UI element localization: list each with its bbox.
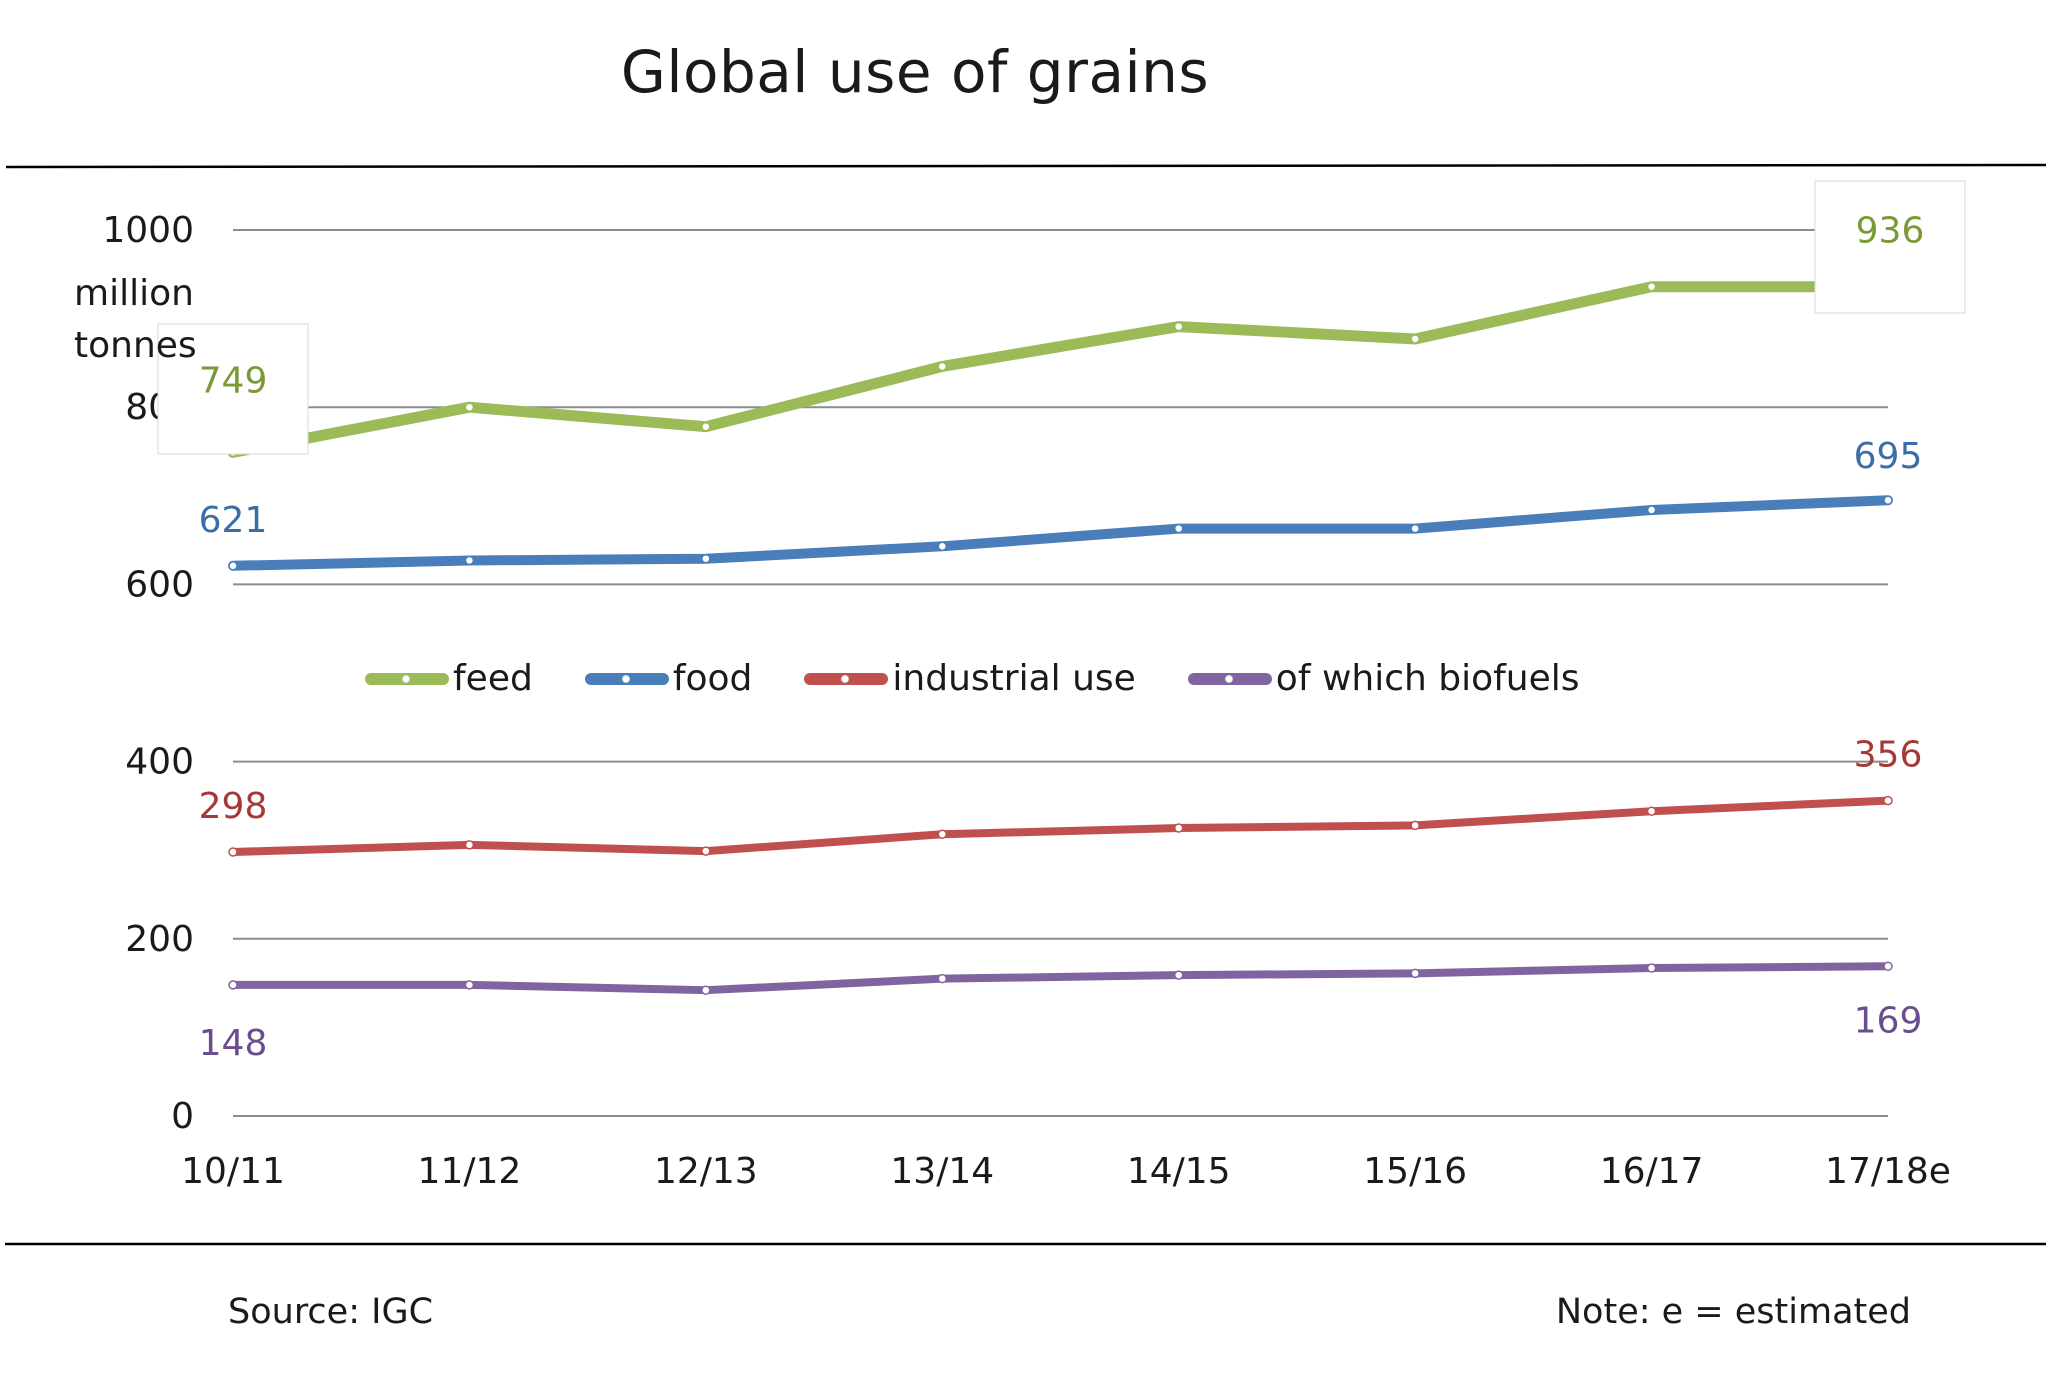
chart-title: Global use of grains <box>620 38 1210 106</box>
legend-item-feed: feed <box>365 658 533 699</box>
data-label-of-which-biofuels-17-18e: 169 <box>1854 1000 1923 1041</box>
data-point-of-which-biofuels-10-11 <box>228 980 238 990</box>
x-tick-label-12-13: 12/13 <box>654 1151 758 1192</box>
legend-item-industrial-use: industrial use <box>804 658 1136 699</box>
x-tick-label-13-14: 13/14 <box>890 1151 994 1192</box>
data-point-food-14-15 <box>1173 523 1184 534</box>
data-point-food-12-13 <box>701 553 711 564</box>
data-point-food-13-14 <box>937 541 948 552</box>
data-point-industrial-use-15-16 <box>1410 820 1420 831</box>
data-label-feed-10-11: 749 <box>199 360 268 401</box>
top-rule <box>5 163 2047 169</box>
source-note: Source: IGC <box>228 1292 434 1332</box>
legend-item-biofuels: of which biofuels <box>1187 658 1580 699</box>
series-line-food <box>228 495 1893 571</box>
data-point-industrial-use-17-18e <box>1883 795 1893 806</box>
y-axis-label: million tonnes <box>74 273 197 366</box>
data-point-of-which-biofuels-17-18e <box>1883 961 1893 972</box>
data-point-feed-14-15 <box>1173 321 1184 332</box>
legend-swatch-biofuels <box>1187 672 1272 685</box>
data-point-of-which-biofuels-11-12 <box>464 980 475 990</box>
data-point-of-which-biofuels-12-13 <box>701 985 711 995</box>
data-point-feed-11-12 <box>464 402 475 412</box>
data-point-food-11-12 <box>464 555 475 566</box>
series-line-industrial-use <box>229 796 1892 856</box>
x-tick-label-16-17: 16/17 <box>1600 1151 1704 1192</box>
data-label-of-which-biofuels-10-11: 148 <box>199 1023 268 1064</box>
legend-label-food: food <box>672 658 753 699</box>
data-point-industrial-use-12-13 <box>701 846 711 856</box>
data-label-industrial-use-17-18e: 356 <box>1854 735 1923 776</box>
legend-swatch-feed <box>365 672 449 685</box>
data-label-food-17-18e: 695 <box>1854 436 1923 477</box>
data-point-of-which-biofuels-16-17 <box>1646 963 1657 973</box>
legend: feed food industrial use of which biofue… <box>365 658 1632 699</box>
estimate-note: Note: e = estimated <box>1555 1292 1911 1332</box>
data-point-feed-13-14 <box>937 361 948 372</box>
x-axis-ticks: 10/11 11/12 12/13 13/14 14/15 15/16 16/17 17/18… <box>181 1151 1951 1192</box>
legend-label-industrial-use: industrial use <box>892 658 1136 699</box>
x-tick-label-15-16: 15/16 <box>1363 1151 1467 1192</box>
data-point-feed-15-16 <box>1410 334 1420 344</box>
data-label-feed-17-18e: 936 <box>1856 211 1925 252</box>
data-labels: 749 936 621 695 298 356 148 169 <box>157 180 1966 1064</box>
data-point-feed-12-13 <box>701 421 711 432</box>
x-tick-label-10-11: 10/11 <box>181 1151 285 1192</box>
data-point-industrial-use-16-17 <box>1646 806 1657 816</box>
data-point-of-which-biofuels-14-15 <box>1173 970 1184 980</box>
y-tick-label-200: 200 <box>125 919 194 960</box>
y-tick-label-600: 600 <box>125 564 194 605</box>
legend-swatch-food <box>584 672 669 685</box>
data-point-feed-16-17 <box>1646 281 1657 292</box>
data-label-food-10-11: 621 <box>199 500 268 541</box>
y-tick-label-400: 400 <box>125 742 194 783</box>
y-tick-label-0: 0 <box>171 1096 194 1137</box>
series-line-of-which-biofuels <box>229 962 1892 995</box>
data-point-food-16-17 <box>1646 505 1657 515</box>
data-point-industrial-use-10-11 <box>228 847 238 857</box>
x-tick-label-11-12: 11/12 <box>418 1151 522 1192</box>
label-box-feed-17-18e <box>1814 180 1966 314</box>
data-point-food-17-18e <box>1883 495 1893 505</box>
y-axis-ticks: 02004006008001000 <box>102 210 194 1137</box>
data-point-industrial-use-14-15 <box>1173 823 1184 833</box>
x-tick-label-17-18e: 17/18e <box>1825 1151 1951 1192</box>
legend-label-feed: feed <box>453 658 533 699</box>
data-point-industrial-use-13-14 <box>937 829 948 840</box>
legend-swatch-industrial-use <box>804 672 889 685</box>
series-lines <box>227 281 1894 995</box>
data-point-industrial-use-11-12 <box>464 840 475 850</box>
legend-item-food: food <box>584 658 753 699</box>
data-point-of-which-biofuels-15-16 <box>1410 968 1420 979</box>
data-point-of-which-biofuels-13-14 <box>937 973 948 984</box>
series-line-feed <box>227 281 1894 458</box>
data-point-food-15-16 <box>1410 523 1420 534</box>
legend-label-biofuels: of which biofuels <box>1275 658 1580 699</box>
data-point-food-10-11 <box>228 561 238 571</box>
y-tick-label-1000: 1000 <box>102 210 194 251</box>
label-box-feed-10-11 <box>157 323 309 455</box>
x-tick-label-14-15: 14/15 <box>1127 1151 1231 1192</box>
data-label-industrial-use-10-11: 298 <box>199 786 268 827</box>
